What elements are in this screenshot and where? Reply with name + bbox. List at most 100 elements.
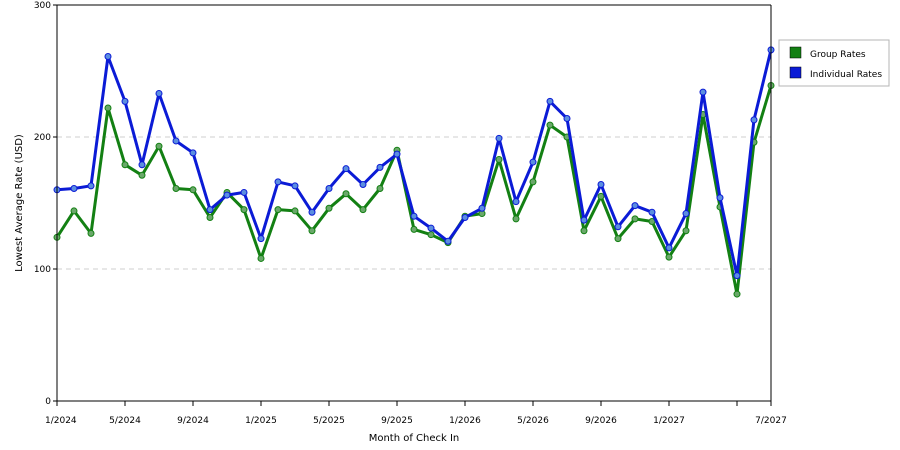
- x-tick-label: 1/2024: [45, 416, 77, 426]
- data-point[interactable]: [325, 204, 333, 212]
- legend: Group Rates Individual Rates: [778, 39, 890, 87]
- data-point[interactable]: [495, 134, 503, 142]
- data-point[interactable]: [359, 181, 367, 189]
- data-point[interactable]: [376, 184, 384, 192]
- data-point[interactable]: [444, 237, 452, 245]
- data-point[interactable]: [512, 215, 520, 223]
- data-point[interactable]: [70, 207, 78, 215]
- data-point[interactable]: [597, 181, 605, 189]
- data-point[interactable]: [733, 272, 741, 280]
- data-point[interactable]: [342, 190, 350, 198]
- data-point[interactable]: [189, 186, 197, 194]
- data-point[interactable]: [138, 161, 146, 169]
- data-point[interactable]: [393, 150, 401, 158]
- data-point[interactable]: [223, 191, 231, 199]
- data-point[interactable]: [665, 244, 673, 252]
- legend-swatch-individual-rates: [789, 66, 802, 79]
- data-point[interactable]: [342, 165, 350, 173]
- y-ticks: 0 100 200 300: [34, 1, 57, 407]
- data-point[interactable]: [580, 227, 588, 235]
- series-group-rates: [53, 82, 775, 298]
- x-tick-label: 9/2024: [177, 416, 209, 426]
- series-individual-rates: [53, 46, 775, 280]
- x-tick-label: 7/2027: [755, 416, 787, 426]
- data-point[interactable]: [631, 215, 639, 223]
- data-point[interactable]: [155, 89, 163, 97]
- series-layer: [53, 46, 775, 298]
- data-point[interactable]: [325, 184, 333, 192]
- data-point[interactable]: [733, 290, 741, 298]
- data-point[interactable]: [427, 224, 435, 232]
- data-point[interactable]: [512, 198, 520, 206]
- data-point[interactable]: [359, 206, 367, 214]
- data-point[interactable]: [376, 163, 384, 171]
- data-point[interactable]: [121, 97, 129, 105]
- y-tick-label: 0: [45, 397, 51, 407]
- x-axis-title: Month of Check In: [369, 433, 460, 444]
- data-point[interactable]: [495, 155, 503, 163]
- data-point[interactable]: [70, 184, 78, 192]
- data-point[interactable]: [104, 52, 112, 60]
- data-point[interactable]: [597, 192, 605, 200]
- data-point[interactable]: [750, 116, 758, 124]
- x-tick-label: 9/2025: [381, 416, 413, 426]
- x-tick-label: 1/2025: [245, 416, 277, 426]
- data-point[interactable]: [189, 149, 197, 157]
- data-point[interactable]: [257, 254, 265, 262]
- y-tick-label: 100: [34, 265, 51, 275]
- data-point[interactable]: [121, 161, 129, 169]
- data-point[interactable]: [580, 216, 588, 224]
- legend-swatch-group-rates: [789, 46, 802, 59]
- data-point[interactable]: [682, 227, 690, 235]
- data-point[interactable]: [104, 104, 112, 112]
- data-point[interactable]: [665, 253, 673, 261]
- data-point[interactable]: [291, 182, 299, 190]
- x-ticks: 1/2024 5/2024 9/2024 1/2025 5/2025 9/2025 1/20…: [45, 401, 787, 426]
- data-point[interactable]: [172, 184, 180, 192]
- y-axis-title: Lowest Average Rate (USD): [14, 134, 25, 272]
- data-point[interactable]: [682, 210, 690, 218]
- data-point[interactable]: [648, 208, 656, 216]
- data-point[interactable]: [240, 188, 248, 196]
- data-point[interactable]: [172, 137, 180, 145]
- data-point[interactable]: [155, 142, 163, 150]
- data-point[interactable]: [546, 121, 554, 129]
- data-point[interactable]: [308, 227, 316, 235]
- data-point[interactable]: [291, 207, 299, 215]
- x-tick-label: 5/2025: [313, 416, 345, 426]
- data-point[interactable]: [563, 115, 571, 123]
- x-tick-label: 5/2026: [517, 416, 549, 426]
- data-point[interactable]: [699, 88, 707, 96]
- data-point[interactable]: [410, 225, 418, 233]
- data-point[interactable]: [716, 194, 724, 202]
- series-line: [55, 85, 773, 296]
- data-point[interactable]: [206, 206, 214, 214]
- data-point[interactable]: [87, 229, 95, 237]
- data-point[interactable]: [631, 202, 639, 210]
- data-point[interactable]: [274, 206, 282, 214]
- legend-label-individual-rates: Individual Rates: [810, 70, 882, 80]
- data-point[interactable]: [410, 212, 418, 220]
- data-point[interactable]: [427, 231, 435, 239]
- data-point[interactable]: [529, 178, 537, 186]
- x-tick-label: 5/2024: [109, 416, 141, 426]
- data-point[interactable]: [614, 235, 622, 243]
- data-point[interactable]: [461, 214, 469, 222]
- y-tick-label: 200: [34, 133, 51, 143]
- data-point[interactable]: [614, 223, 622, 231]
- data-point[interactable]: [240, 206, 248, 214]
- data-point[interactable]: [206, 214, 214, 222]
- data-point[interactable]: [478, 204, 486, 212]
- data-point[interactable]: [87, 182, 95, 190]
- legend-label-group-rates: Group Rates: [810, 50, 866, 60]
- x-tick-label: 9/2026: [585, 416, 617, 426]
- x-tick-label: 1/2026: [449, 416, 481, 426]
- data-point[interactable]: [308, 208, 316, 216]
- data-point[interactable]: [138, 171, 146, 179]
- axes-layer: [56, 4, 772, 402]
- data-point[interactable]: [546, 97, 554, 105]
- data-point[interactable]: [274, 178, 282, 186]
- data-point[interactable]: [529, 158, 537, 166]
- data-point[interactable]: [257, 235, 265, 243]
